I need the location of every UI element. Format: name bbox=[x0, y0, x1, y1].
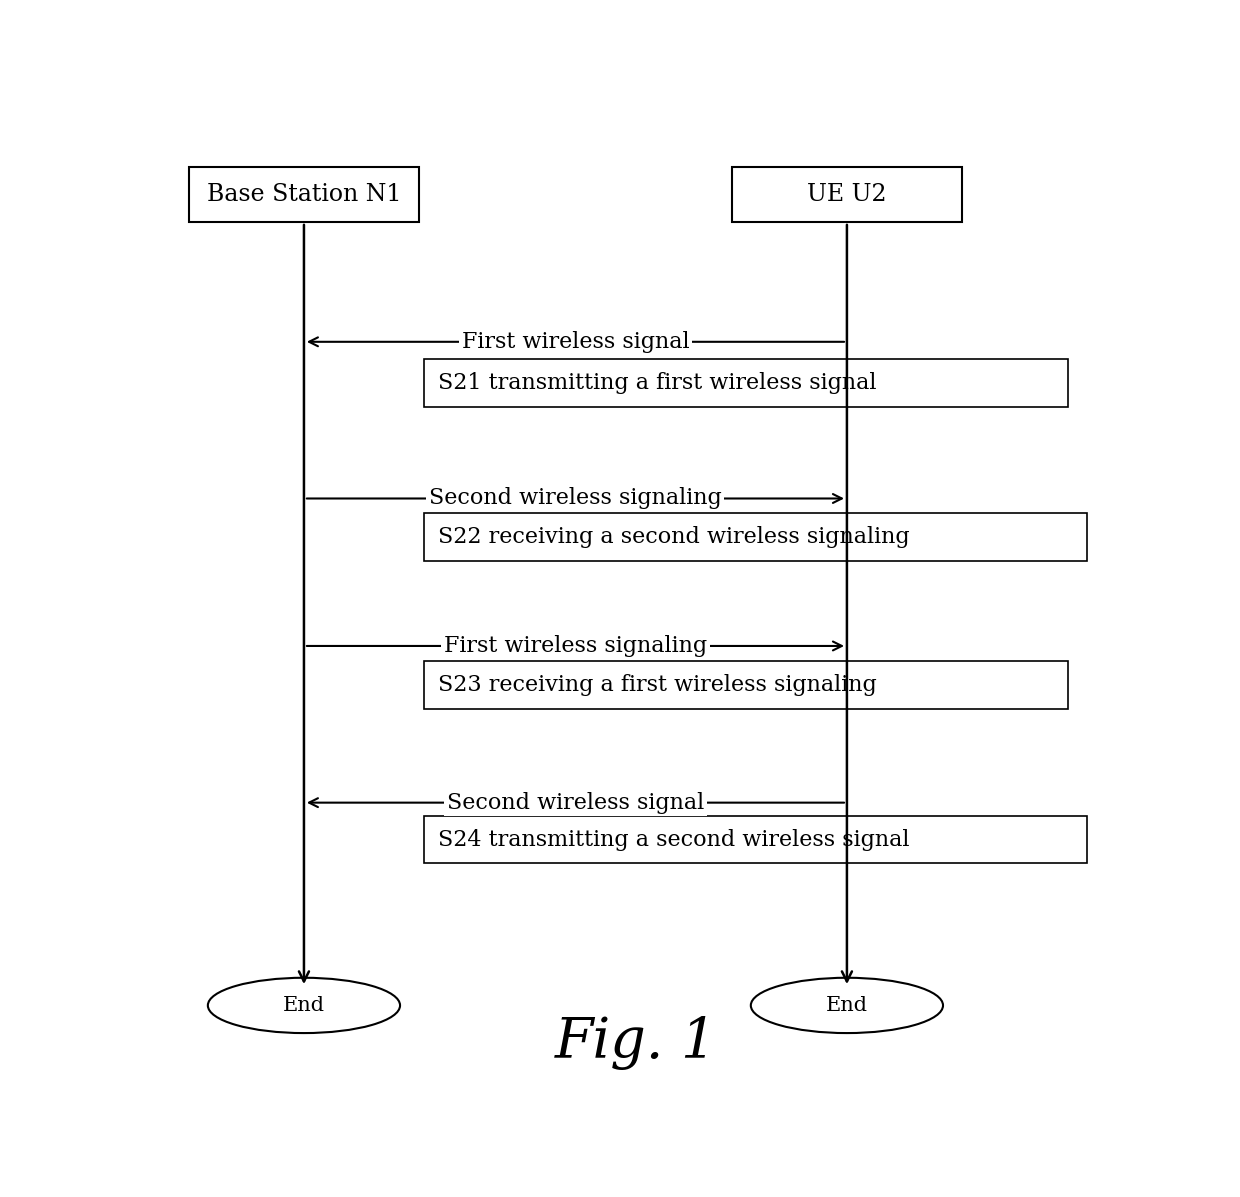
Text: Second wireless signal: Second wireless signal bbox=[446, 791, 704, 814]
Bar bbox=[424, 815, 1087, 863]
Bar bbox=[424, 514, 1087, 561]
Bar bbox=[188, 166, 419, 221]
Text: End: End bbox=[826, 996, 868, 1015]
Text: S24 transmitting a second wireless signal: S24 transmitting a second wireless signa… bbox=[439, 828, 910, 851]
Text: S22 receiving a second wireless signaling: S22 receiving a second wireless signalin… bbox=[439, 527, 910, 548]
Text: S23 receiving a first wireless signaling: S23 receiving a first wireless signaling bbox=[439, 674, 877, 695]
Text: Second wireless signaling: Second wireless signaling bbox=[429, 487, 722, 510]
Bar bbox=[732, 166, 962, 221]
Bar bbox=[424, 661, 1068, 709]
Text: UE U2: UE U2 bbox=[807, 183, 887, 206]
Ellipse shape bbox=[208, 978, 401, 1033]
Ellipse shape bbox=[750, 978, 942, 1033]
Text: Fig. 1: Fig. 1 bbox=[554, 1015, 717, 1070]
Text: End: End bbox=[283, 996, 325, 1015]
Text: S21 transmitting a first wireless signal: S21 transmitting a first wireless signal bbox=[439, 372, 877, 394]
Bar bbox=[424, 359, 1068, 407]
Text: First wireless signal: First wireless signal bbox=[461, 330, 689, 353]
Text: Base Station N1: Base Station N1 bbox=[207, 183, 402, 206]
Text: First wireless signaling: First wireless signaling bbox=[444, 634, 707, 657]
